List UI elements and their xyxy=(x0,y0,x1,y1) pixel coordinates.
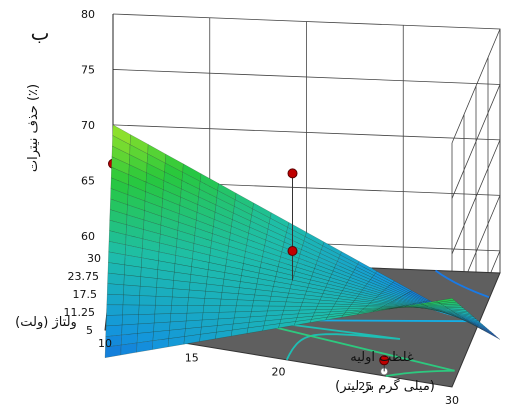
surface-cell xyxy=(186,312,204,322)
surface-cell xyxy=(137,313,155,325)
surface-cell xyxy=(155,296,173,306)
surface-cell xyxy=(189,282,207,292)
surface-cell xyxy=(316,303,336,307)
surface-cell xyxy=(186,305,205,314)
surface-cell xyxy=(107,272,125,286)
surface-cell xyxy=(139,295,157,306)
surface-cell xyxy=(284,301,303,307)
surface-cell xyxy=(170,313,188,323)
surface-cell xyxy=(237,293,255,301)
surface-cell xyxy=(236,299,254,307)
z-axis-label: حذف نیترات (٪) xyxy=(26,84,41,172)
surface-cell xyxy=(123,274,141,287)
surface-cell xyxy=(235,305,253,313)
surface-cell xyxy=(218,305,237,313)
y-tick-label: 23.75 xyxy=(68,270,100,283)
surface-cell xyxy=(105,324,123,337)
surface-cell xyxy=(106,304,124,316)
surface-cell xyxy=(267,305,286,312)
surface-cell xyxy=(107,262,125,276)
surface-cell xyxy=(300,302,319,307)
surface-cell xyxy=(155,287,174,298)
surface-cell xyxy=(202,312,220,321)
surface-cell xyxy=(268,301,287,307)
surface-cell xyxy=(121,323,139,336)
tick-labels: 60 65 70 75 80 10 15 20 25 30 5 11.25 17.5 23.75 30 xyxy=(64,8,460,407)
y-axis-label: ولتاژ (ولت) xyxy=(15,315,77,330)
surface-cell xyxy=(252,300,271,307)
z-tick-label: 65 xyxy=(81,174,95,187)
design-point xyxy=(379,355,390,366)
surface-cell xyxy=(188,289,206,299)
surface-cell xyxy=(154,305,172,315)
design-point xyxy=(287,168,298,179)
surface-cell xyxy=(156,278,174,289)
surface-cell xyxy=(219,298,238,306)
contour-line xyxy=(434,269,490,299)
surface-cell xyxy=(139,286,157,297)
design-points-front xyxy=(287,168,298,281)
z-tick-label: 70 xyxy=(81,119,95,132)
surface-cell xyxy=(105,314,123,327)
x-tick-label: 25 xyxy=(358,380,372,393)
y-tick-label: 11.25 xyxy=(64,306,96,319)
x-tick-label: 20 xyxy=(272,366,286,379)
x-tick-label: 10 xyxy=(98,337,112,350)
surface-cell xyxy=(299,306,318,311)
surface-cell xyxy=(172,288,190,298)
y-tick-label: 17.5 xyxy=(73,288,98,301)
surface-cell xyxy=(253,294,272,302)
x-tick-label: 15 xyxy=(185,351,199,364)
surface-cell xyxy=(202,305,221,313)
surface-cell xyxy=(170,305,188,314)
surface-cell xyxy=(283,306,302,311)
design-point xyxy=(287,246,298,256)
surface-cell xyxy=(251,305,269,312)
surface-cell xyxy=(121,314,139,326)
z-tick-label: 80 xyxy=(81,8,95,21)
surface-cell xyxy=(203,298,222,306)
surface-cell xyxy=(122,304,140,316)
surface-cell xyxy=(107,283,125,296)
z-tick-label: 60 xyxy=(81,230,95,243)
z-tick-label: 75 xyxy=(81,63,95,76)
surface-cell xyxy=(187,297,205,306)
y-tick-label: 5 xyxy=(86,324,93,337)
surface-cell xyxy=(138,304,156,315)
surface-cell xyxy=(123,284,141,296)
surface-cell xyxy=(435,298,455,303)
x-tick-label: 30 xyxy=(445,394,459,407)
surface-cell xyxy=(154,313,172,324)
x-axis-label-line1: غلظت اولیه xyxy=(350,350,414,365)
x-axis-label-line2: (میلی گرم بر لیتر) xyxy=(335,378,435,394)
surface-cell xyxy=(220,292,239,300)
surface-cell xyxy=(106,294,124,306)
surface-cell xyxy=(137,322,155,334)
surface-cell xyxy=(122,294,140,306)
panel-label: ب xyxy=(31,21,50,45)
surface-cell xyxy=(269,296,288,303)
surface-cell xyxy=(140,276,158,288)
response-surface xyxy=(104,124,501,358)
surface-cell xyxy=(171,296,189,306)
y-tick-label: 30 xyxy=(87,252,101,265)
surface-cell xyxy=(120,342,138,356)
surface-cell xyxy=(172,280,191,291)
surface-cell xyxy=(204,291,223,300)
